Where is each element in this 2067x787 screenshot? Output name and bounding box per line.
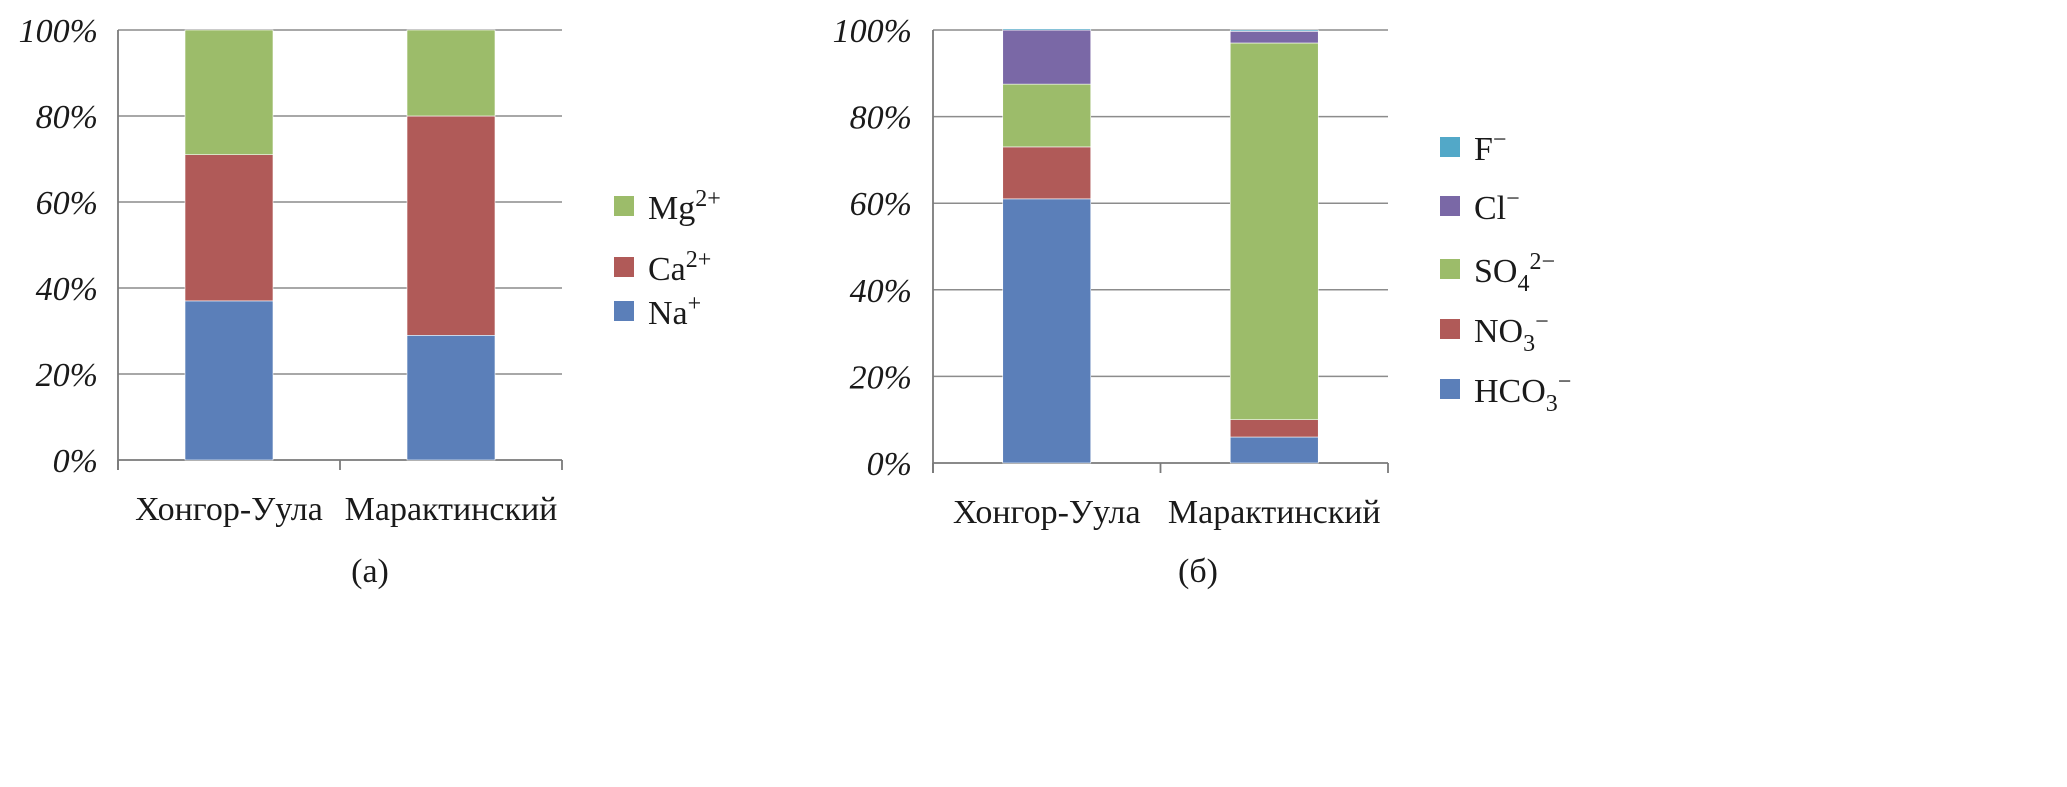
chart-panel-b: 0% 20% 40% 60% 80% 100% Хонгор-Уула Марактински…: [833, 13, 1572, 590]
panel-caption: (б): [1178, 553, 1218, 590]
bar-segment: [406, 29, 496, 117]
bar-segment: [406, 334, 496, 461]
y-tick-label: 0%: [53, 443, 98, 480]
bar-segment: [1229, 30, 1319, 44]
chart-panel-a: 0% 20% 40% 60% 80% 100% Хонгор-Уула Марактински…: [19, 13, 721, 590]
legend-swatch: [1440, 379, 1460, 399]
y-tick-label: 40%: [36, 271, 98, 308]
legend-label: F−: [1474, 127, 1506, 168]
y-tick-label: 60%: [36, 185, 98, 222]
bar-segment: [1229, 436, 1319, 464]
legend-label: Mg2+: [648, 186, 721, 227]
legend-swatch: [1440, 196, 1460, 216]
legend-label: Na+: [648, 291, 701, 332]
y-tick-label: 60%: [850, 186, 912, 223]
legend-swatch: [614, 301, 634, 321]
legend-label: Cl−: [1474, 186, 1520, 227]
y-tick-label: 20%: [36, 357, 98, 394]
bar-segment: [1229, 29, 1319, 32]
y-tick-label: 40%: [850, 273, 912, 310]
legend-swatch: [1440, 259, 1460, 279]
bar-segment: [1002, 29, 1092, 85]
bar-segment: [1229, 42, 1319, 420]
y-tick-label: 100%: [19, 13, 98, 50]
x-category-label: Хонгор-Уула: [953, 494, 1141, 531]
y-tick-label: 0%: [867, 446, 912, 483]
legend-label: HCO3−: [1474, 369, 1571, 417]
y-tick-label: 100%: [833, 13, 912, 50]
bar-segment: [1002, 146, 1092, 200]
bar-segment: [1002, 198, 1092, 464]
x-category-label: Хонгор-Уула: [135, 491, 323, 528]
legend-label: Ca2+: [648, 247, 711, 288]
legend-swatch: [1440, 137, 1460, 157]
legend-swatch: [614, 196, 634, 216]
legend-label: SO42−: [1474, 249, 1555, 297]
bar-segment: [1002, 28, 1092, 31]
y-tick-label: 80%: [36, 99, 98, 136]
bar-segment: [184, 300, 274, 461]
bar-segment: [406, 115, 496, 336]
y-tick-label: 80%: [850, 100, 912, 137]
legend-label: NO3−: [1474, 309, 1549, 357]
y-tick-label: 20%: [850, 359, 912, 396]
bar-segment: [1229, 419, 1319, 438]
legend-swatch: [614, 257, 634, 277]
x-category-label: Марактинский: [1168, 494, 1381, 531]
x-category-label: Марактинский: [345, 491, 558, 528]
bar-segment: [184, 154, 274, 302]
panel-caption: (а): [351, 553, 389, 590]
bar-segment: [1002, 83, 1092, 148]
legend-swatch: [1440, 319, 1460, 339]
bar-segment: [184, 29, 274, 155]
